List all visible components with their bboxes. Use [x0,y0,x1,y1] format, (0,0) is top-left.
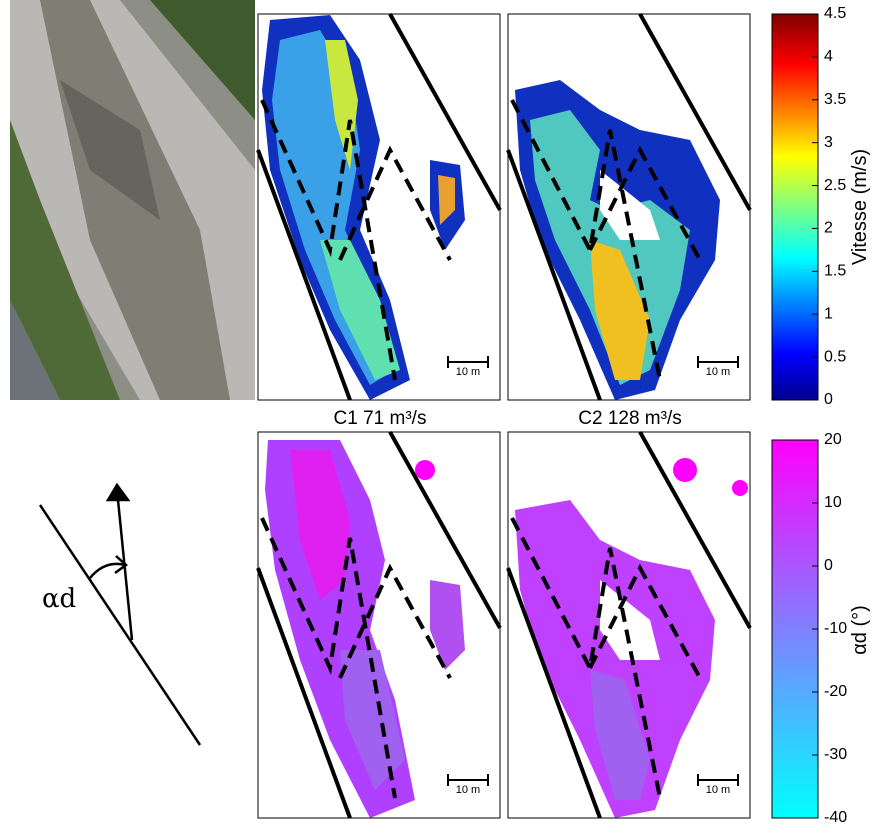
colorbar-tick-label: -40 [824,809,847,826]
colorbar-tick-label: 4.5 [824,5,846,22]
colorbar-tick-label: 2.5 [824,177,846,194]
angle-map-c2 [515,458,748,818]
colorbar-tick-label: 3.5 [824,91,846,108]
colorbar-tick-label: 3 [824,134,833,151]
angle-map-c1 [265,440,465,818]
colorbar-tick-label: 0 [824,557,833,574]
panel-title: C2 128 m³/s [578,408,681,429]
scale-label: 10 m [456,784,480,796]
colorbar-tick-label: 20 [824,431,842,448]
colorbar-tick-label: 0 [824,391,833,408]
angle-schematic [38,482,202,746]
colorbar-label: Vitesse (m/s) [849,149,871,265]
scale-label: 10 m [706,784,730,796]
aerial-photo [10,0,255,400]
colorbar-tick-label: 4 [824,48,833,65]
panel-title: C1 71 m³/s [334,408,427,429]
velocity-map-c2 [515,80,720,400]
colorbar-label: αd (°) [849,605,871,655]
scale-label: 10 m [456,366,480,378]
colorbar-tick-label: -30 [824,746,847,763]
colorbar-tick-label: -20 [824,683,847,700]
schematic-label: αd [42,584,76,614]
colorbar-tick-label: 1 [824,305,833,322]
angle-colorbar [771,439,819,819]
colorbar-tick-label: 1.5 [824,263,846,280]
bank-lines [256,13,752,819]
colorbar-tick-label: 0.5 [824,348,846,365]
colorbar-tick-label: 2 [824,220,833,237]
colorbar-tick-label: 10 [824,494,842,511]
velocity-colorbar [771,13,819,401]
colorbar-tick-label: -10 [824,620,847,637]
scale-label: 10 m [706,366,730,378]
scale-bars [447,356,739,786]
